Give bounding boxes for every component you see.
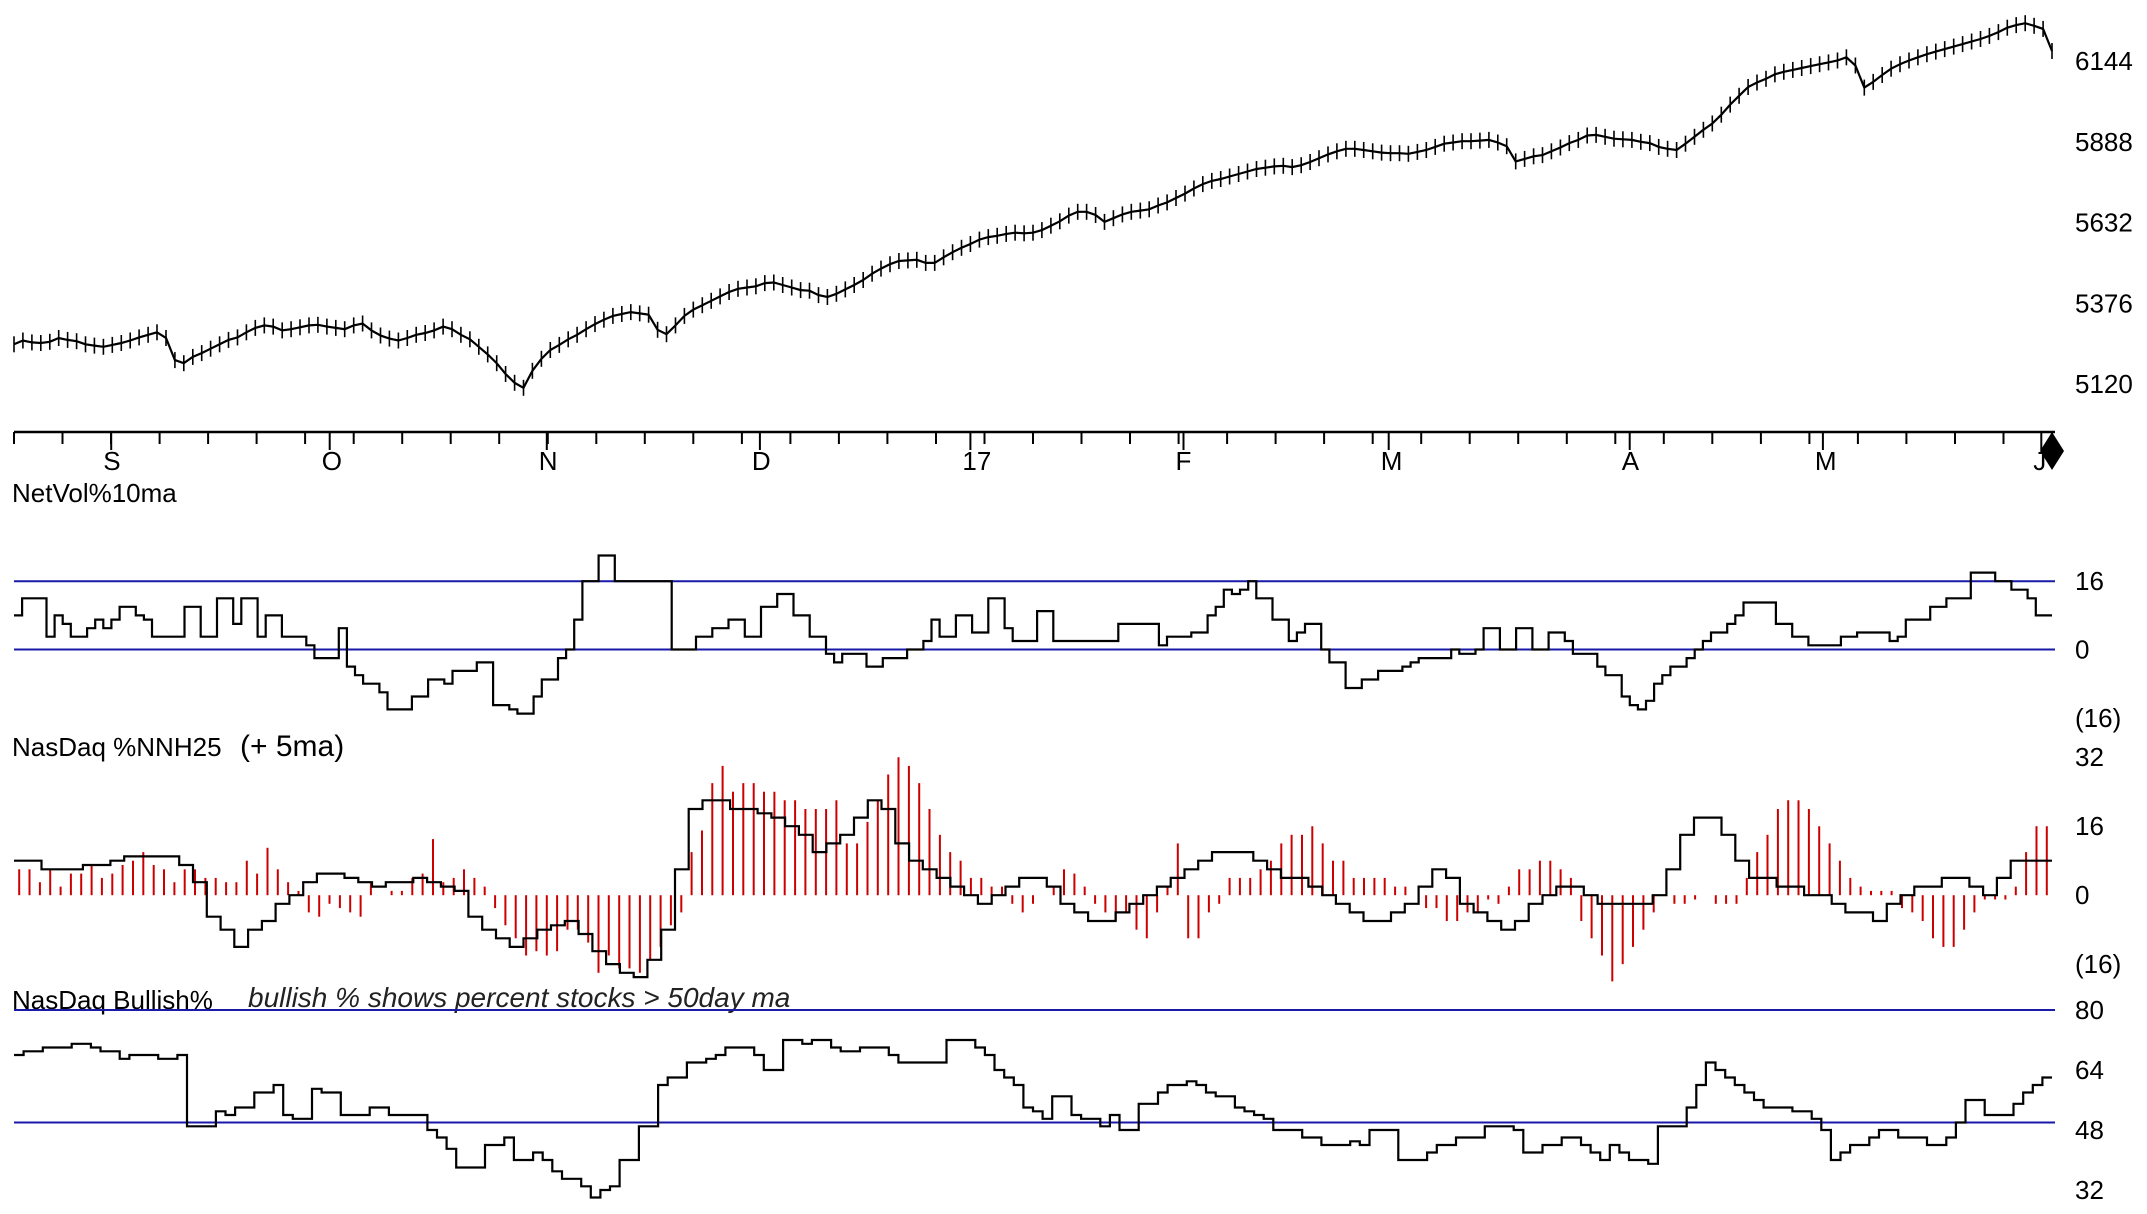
netvol-panel-title: NetVol%10ma (12, 478, 177, 508)
netvol-ytick-0: 16 (2075, 566, 2104, 596)
bullish-ytick-2: 48 (2075, 1115, 2104, 1145)
bullish-ytick-1: 64 (2075, 1055, 2104, 1085)
time-label-5: F (1176, 446, 1192, 476)
time-label-0: S (103, 446, 120, 476)
price-ytick-0: 5120 (2075, 369, 2133, 399)
price-ytick-4: 6144 (2075, 46, 2133, 76)
netvol-ytick-2: (16) (2075, 703, 2121, 733)
time-label-4: 17 (962, 446, 991, 476)
nnh-panel-subtitle: (+ 5ma) (240, 730, 344, 763)
nnh-histogram-bars (18, 757, 2048, 982)
time-label-2: N (539, 446, 558, 476)
time-label-1: O (322, 446, 342, 476)
netvol-ytick-1: 0 (2075, 635, 2089, 665)
time-label-6: M (1381, 446, 1403, 476)
bullish-ytick-3: 32 (2075, 1175, 2104, 1205)
price-ytick-3: 5888 (2075, 127, 2133, 157)
time-axis-labels: S O N D 17 F M A M J (103, 432, 2046, 476)
price-y-ticks: 5120 5376 5632 5888 6144 (2075, 46, 2133, 399)
time-label-7: A (1622, 446, 1640, 476)
netvol-series-line (14, 554, 2052, 715)
last-bar-diamond-marker (2040, 432, 2064, 470)
time-axis-ticks (13, 432, 2053, 444)
price-series-line (13, 22, 2054, 390)
bullish-series-line (14, 1038, 2052, 1199)
nnh-panel: NasDaq %NNH25 (+ 5ma) 32 16 0 (16) (12, 730, 2121, 982)
nnh-y-ticks: 32 16 0 (16) (2075, 742, 2121, 979)
bullish-reference-lines (14, 1009, 2055, 1124)
nnh-ytick-2: 0 (2075, 880, 2089, 910)
bullish-panel: NasDaq Bullish% bullish % shows percent … (12, 982, 2104, 1205)
nnh-ytick-0: 32 (2075, 742, 2104, 772)
nnh-5ma-line (14, 799, 2052, 979)
netvol-panel: NetVol%10ma 16 0 (16) (12, 478, 2121, 733)
bullish-y-ticks: 80 64 48 32 (2075, 995, 2104, 1205)
bullish-panel-annotation: bullish % shows percent stocks > 50day m… (248, 982, 790, 1013)
time-label-3: D (752, 446, 771, 476)
nnh-ytick-1: 16 (2075, 811, 2104, 841)
nnh-ytick-3: (16) (2075, 949, 2121, 979)
price-ytick-2: 5632 (2075, 208, 2133, 238)
netvol-y-ticks: 16 0 (16) (2075, 566, 2121, 733)
bullish-ytick-0: 80 (2075, 995, 2104, 1025)
price-ytick-1: 5376 (2075, 288, 2133, 318)
nnh-panel-title: NasDaq %NNH25 (12, 732, 222, 762)
netvol-reference-lines (14, 580, 2055, 651)
time-label-8: M (1815, 446, 1837, 476)
